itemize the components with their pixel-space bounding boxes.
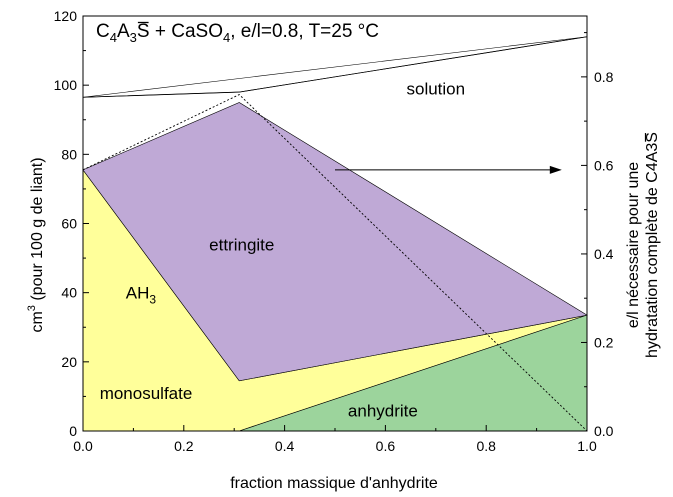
title-c: C <box>96 21 110 42</box>
title-overbar-s: S <box>137 21 150 42</box>
chart-title: C4A3S + CaSO4, e/l=0.8, T=25 °C <box>96 21 379 45</box>
y-left-tick-label: 100 <box>54 77 78 93</box>
ylabel-sup: 3 <box>26 305 38 311</box>
title-caso: + CaSO <box>150 21 223 42</box>
y-axis-left-title: cm3 (pour 100 g de liant) <box>26 157 46 332</box>
title-a: A <box>117 21 130 42</box>
ylabel-cm: cm <box>29 311 46 332</box>
solution-boundary-line <box>82 36 588 98</box>
y-right-tick-label: 0.6 <box>594 157 614 173</box>
ylabel-right-overbar-s: S <box>644 132 661 143</box>
y-right-tick-label: 0.2 <box>594 334 614 350</box>
water-requirement-curve <box>82 94 588 432</box>
ah3-main: AH <box>126 284 150 303</box>
y-left-tick-label: 60 <box>61 216 77 232</box>
y-left-tick-label: 40 <box>61 285 77 301</box>
region-label-solution: solution <box>406 80 465 99</box>
x-tick-label: 0.4 <box>275 438 295 454</box>
y-right-tick-label: 0.4 <box>594 246 614 262</box>
ticks: 0.0 0.2 0.4 0.6 0.8 1.0 0 20 40 60 80 100 120 0.0 0.2 0… <box>54 8 614 454</box>
y-axis-right-title: e/l nécessaire pour une hydratation comp… <box>625 132 661 358</box>
region-label-ah3: AH3 <box>126 284 157 307</box>
y-left-tick-label: 120 <box>54 8 78 24</box>
title-sub1: 4 <box>110 30 117 45</box>
x-axis-title: fraction massique d'anhydrite <box>230 475 438 492</box>
x-tick-label: 1.0 <box>577 438 597 454</box>
y-left-tick-label: 0 <box>69 423 77 439</box>
region-solution <box>82 36 588 98</box>
title-sub2: 3 <box>130 30 137 45</box>
ah3-sub: 3 <box>149 293 156 307</box>
title-sub3: 4 <box>223 30 230 45</box>
title-rest: , e/l=0.8, T=25 °C <box>230 21 379 42</box>
ylabel-right-line2-text: hydratation complète de C4A3 <box>644 143 661 358</box>
ylabel-rest: (pour 100 g de liant) <box>29 157 46 305</box>
curve-layer <box>82 36 588 432</box>
x-tick-label: 0.6 <box>376 438 396 454</box>
plot-area <box>82 36 588 432</box>
ylabel-right-line2: hydratation complète de C4A3S <box>644 132 661 358</box>
x-tick-label: 0.0 <box>73 438 93 454</box>
region-label-monosulfate: monosulfate <box>100 384 193 403</box>
arrow-head <box>549 165 562 174</box>
y-right-tick-label: 0.0 <box>594 423 614 439</box>
y-right-tick-label: 0.8 <box>594 69 614 85</box>
x-tick-label: 0.2 <box>174 438 194 454</box>
region-label-ettringite: ettringite <box>209 235 274 254</box>
ylabel-right-line1: e/l nécessaire pour une <box>625 162 642 328</box>
y-left-tick-label: 80 <box>61 146 77 162</box>
region-label-anhydrite: anhydrite <box>348 401 418 420</box>
y-left-tick-label: 20 <box>61 354 77 370</box>
x-tick-label: 0.8 <box>476 438 496 454</box>
